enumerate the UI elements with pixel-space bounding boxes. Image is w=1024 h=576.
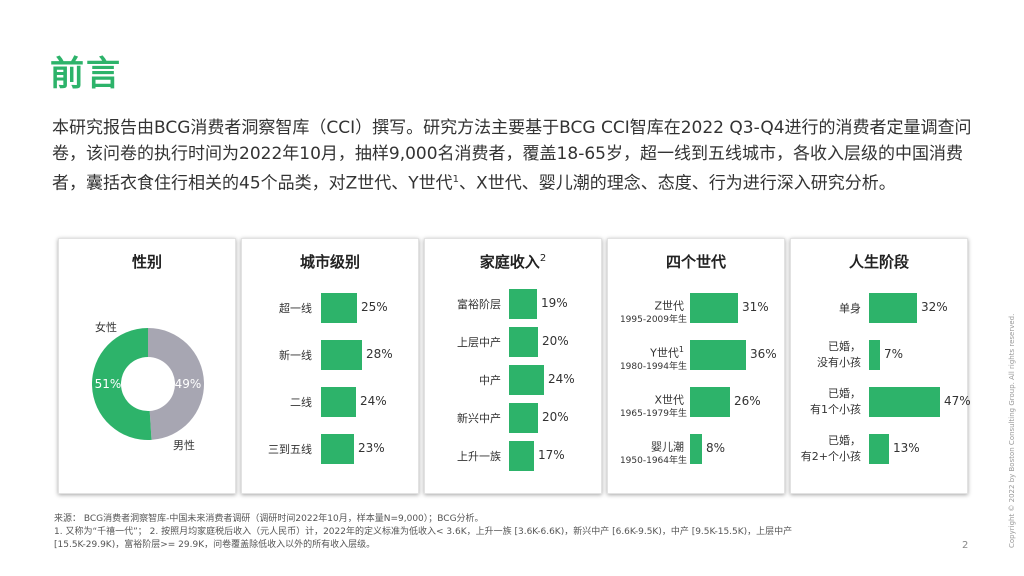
life-stage-label-1: 已婚， [828,340,861,353]
footnote-source: 来源： BCG消费者洞察智库-中国未来消费者调研（调研时间2022年10月，样本… [54,514,484,524]
income-label-4: 上升一族 [457,450,501,463]
intro-footnote-mark: 1 [452,174,460,185]
life-stage-label-2: 已婚， [828,387,861,400]
city-value-0: 25% [361,300,388,314]
life-stage-panel: 人生阶段 32% 单身 7% 已婚， 没有小孩 47% 已婚， 有1个小孩 13% 已婚， 有2+个… [790,238,971,494]
lifestage-value-1: 7% [884,347,904,361]
city-value-3: 23% [358,441,385,455]
generation-label-2: X世代 [608,389,684,408]
gender-panel: 性别 51% 49% 女性 男性 [58,238,236,494]
city-label-2: 二线 [290,396,312,409]
income-label-2: 中产 [479,374,501,387]
generation-panel: 四个世代 31% Z世代 1995-2009年生 36% Y世代1 1980-1994年生… [607,238,785,494]
generation-value-0: 31% [742,300,769,314]
lifestage-bar-1 [869,340,880,370]
city-value-2: 24% [360,394,387,408]
income-value-2: 24% [548,372,575,386]
generation-name-2: X世代 [654,393,684,407]
income-bar-1 [509,327,538,357]
generation-bar-2 [690,387,730,417]
gender-donut-chart: 51% 49% [92,328,205,440]
male-label: 男性 [173,439,195,452]
generation-footnote-1: 1 [678,345,684,354]
income-bar-0 [509,289,537,319]
lifestage-value-2: 47% [944,394,971,408]
generation-name-3: 婴儿潮 [651,440,684,454]
city-bar-0 [321,293,357,323]
generation-label-3: 婴儿潮 [608,436,684,455]
lifestage-value-0: 32% [921,300,948,314]
income-label-1: 上层中产 [457,336,501,349]
income-title-footnote: 2 [539,253,547,264]
generation-value-2: 26% [734,394,761,408]
city-value-1: 28% [366,347,393,361]
life-stage-sublabel-3: 有2+个小孩 [800,450,861,463]
generation-label-0: Z世代 [608,295,684,314]
gender-panel-title: 性别 [131,253,162,271]
life-stage-sublabel-2: 有1个小孩 [810,403,861,416]
page-number: 2 [962,540,969,551]
life-stage-panel-title: 人生阶段 [848,253,909,271]
city-bar-1 [321,340,362,370]
income-value-1: 20% [542,334,569,348]
income-value-3: 20% [542,410,569,424]
lifestage-value-3: 13% [893,441,920,455]
city-bar-3 [321,434,354,464]
income-label-3: 新兴中产 [457,412,501,425]
male-slice [148,328,205,440]
intro-text-2: 、X世代、婴儿潮的理念、态度、行为进行深入研究分析。 [459,173,896,194]
lifestage-bar-2 [869,387,940,417]
female-label: 女性 [95,321,117,334]
city-label-0: 超一线 [279,302,312,315]
footnote-note2: [15.5K-29.9K)，富裕阶层>= 29.9K，问卷覆盖除低收入以外的所有… [54,540,376,550]
generation-panel-title: 四个世代 [665,253,726,271]
generation-years-0: 1995-2009年生 [619,315,687,325]
generation-bar-3 [690,434,702,464]
generation-label-1: Y世代1 [608,342,684,361]
generation-value-3: 8% [706,441,726,455]
city-tier-panel: 城市级别 25% 超一线 28% 新一线 24% 二线 23% 三到五线 [241,238,419,494]
intro-paragraph: 本研究报告由BCG消费者洞察智库（CCI）撰写。研究方法主要基于BCG CCI智… [52,115,972,197]
female-percent: 51% [95,377,122,391]
intro-text-1: 本研究报告由BCG消费者洞察智库（CCI）撰写。研究方法主要基于BCG CCI智… [52,118,972,194]
page-title: 前言 [50,54,122,94]
city-label-1: 新一线 [279,349,312,362]
income-panel-title: 家庭收入2 [425,251,601,272]
lifestage-bar-3 [869,434,889,464]
life-stage-sublabel-1: 没有小孩 [817,356,861,369]
generation-bar-1 [690,340,746,370]
income-value-0: 19% [541,296,568,310]
city-bar-2 [321,387,356,417]
income-value-4: 17% [538,448,565,462]
income-title-text: 家庭收入 [479,253,540,271]
lifestage-bar-0 [869,293,917,323]
generation-years-1: 1980-1994年生 [619,362,687,372]
income-bar-4 [509,441,534,471]
city-label-3: 三到五线 [268,443,312,456]
copyright-notice: Copyright © 2022 by Boston Consulting Gr… [1008,313,1016,548]
generation-years-3: 1950-1964年生 [619,456,687,466]
life-stage-label-3: 已婚， [828,434,861,447]
generation-name-0: Z世代 [654,299,684,313]
generation-bar-0 [690,293,738,323]
female-slice [92,328,152,440]
income-bar-3 [509,403,538,433]
life-stage-label-0: 单身 [839,302,861,315]
generation-value-1: 36% [750,347,777,361]
income-panel: 家庭收入2 19% 富裕阶层 20% 上层中产 24% 中产 20% 新兴中产 17% 上升一族 [424,238,602,494]
city-tier-panel-title: 城市级别 [299,253,360,271]
generation-years-2: 1965-1979年生 [619,409,687,419]
income-label-0: 富裕阶层 [457,298,501,311]
income-bar-2 [509,365,544,395]
generation-name-1: Y世代 [650,346,679,360]
male-percent: 49% [175,377,202,391]
footnotes: 来源： BCG消费者洞察智库-中国未来消费者调研（调研时间2022年10月，样本… [54,513,954,552]
footnote-note1: 1. 又称为“千禧一代”； 2. 按照月均家庭税后收入（元人民币）计，2022年… [54,527,793,537]
